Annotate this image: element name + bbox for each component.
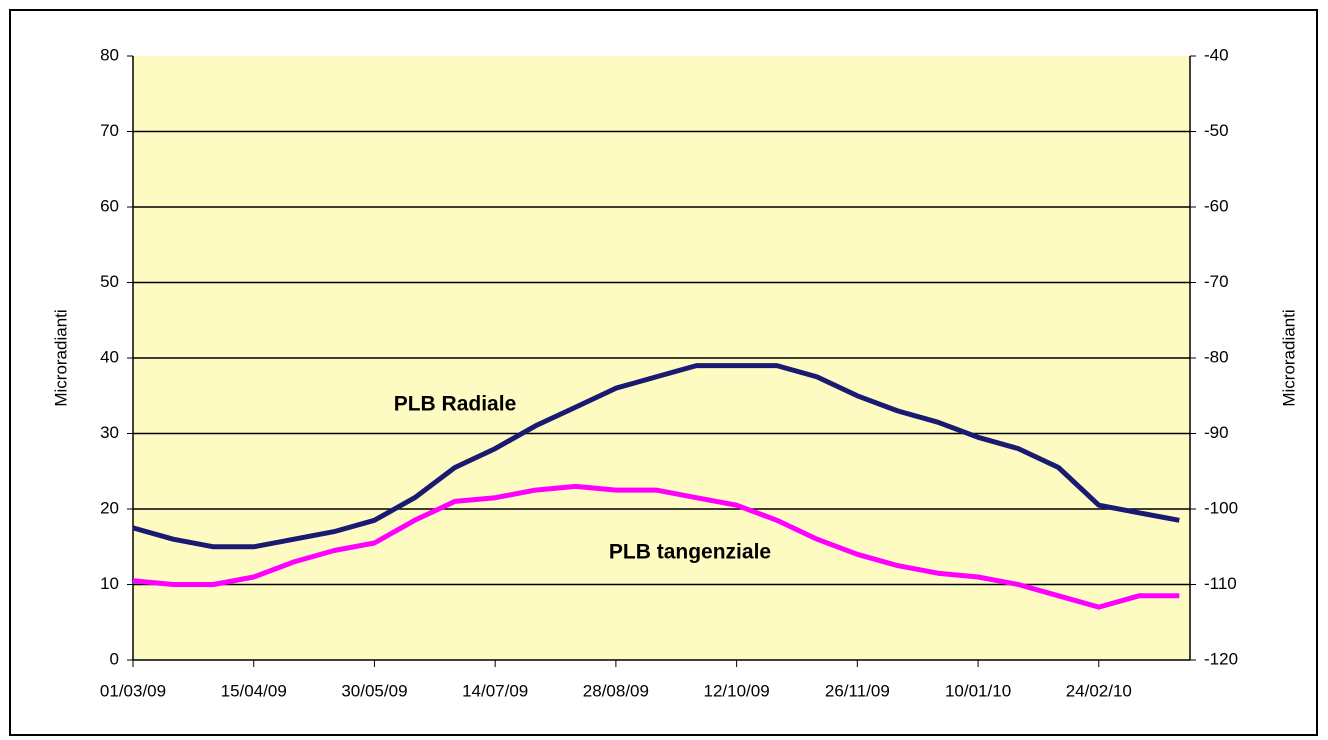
y2-tick-label: -80 bbox=[1204, 347, 1229, 366]
x-tick-label: 14/07/09 bbox=[462, 681, 528, 700]
y-tick-label: 60 bbox=[100, 196, 119, 215]
x-tick-label: 15/04/09 bbox=[221, 681, 287, 700]
y2-tick-label: -120 bbox=[1204, 649, 1238, 668]
y-tick-label: 80 bbox=[100, 45, 119, 64]
series-line bbox=[132, 363, 1180, 550]
series-line bbox=[132, 483, 1180, 610]
x-tick-label: 26/11/09 bbox=[825, 681, 890, 700]
y2-tick-label: -50 bbox=[1204, 121, 1229, 140]
series-label: PLB tangenziale bbox=[609, 541, 771, 564]
y-tick-label: 10 bbox=[100, 574, 119, 593]
y2-tick-label: -40 bbox=[1204, 45, 1229, 64]
x-tick-label: 30/05/09 bbox=[341, 681, 407, 700]
x-tick-label: 12/10/09 bbox=[704, 681, 770, 700]
x-tick-label: 28/08/09 bbox=[583, 681, 649, 700]
series-label: PLB Radiale bbox=[394, 393, 517, 416]
y2-tick-label: -110 bbox=[1204, 574, 1237, 593]
y2-tick-label: -90 bbox=[1204, 423, 1229, 442]
y2-tick-label: -70 bbox=[1204, 272, 1229, 291]
y-tick-label: 40 bbox=[100, 347, 119, 366]
y-tick-label: 0 bbox=[110, 649, 119, 668]
y-tick-label: 30 bbox=[100, 423, 119, 442]
y-tick-label: 50 bbox=[100, 272, 119, 291]
y2-tick-label: -100 bbox=[1204, 498, 1238, 517]
y-tick-label: 70 bbox=[100, 121, 119, 140]
x-tick-label: 01/03/09 bbox=[100, 681, 166, 700]
y2-axis-title: Microradianti bbox=[1279, 309, 1298, 406]
y-tick-label: 20 bbox=[100, 498, 119, 517]
y2-tick-label: -60 bbox=[1204, 196, 1229, 215]
x-tick-label: 24/02/10 bbox=[1066, 681, 1132, 700]
y-axis-title: Microradianti bbox=[51, 309, 70, 406]
x-tick-label: 10/01/10 bbox=[945, 681, 1011, 700]
